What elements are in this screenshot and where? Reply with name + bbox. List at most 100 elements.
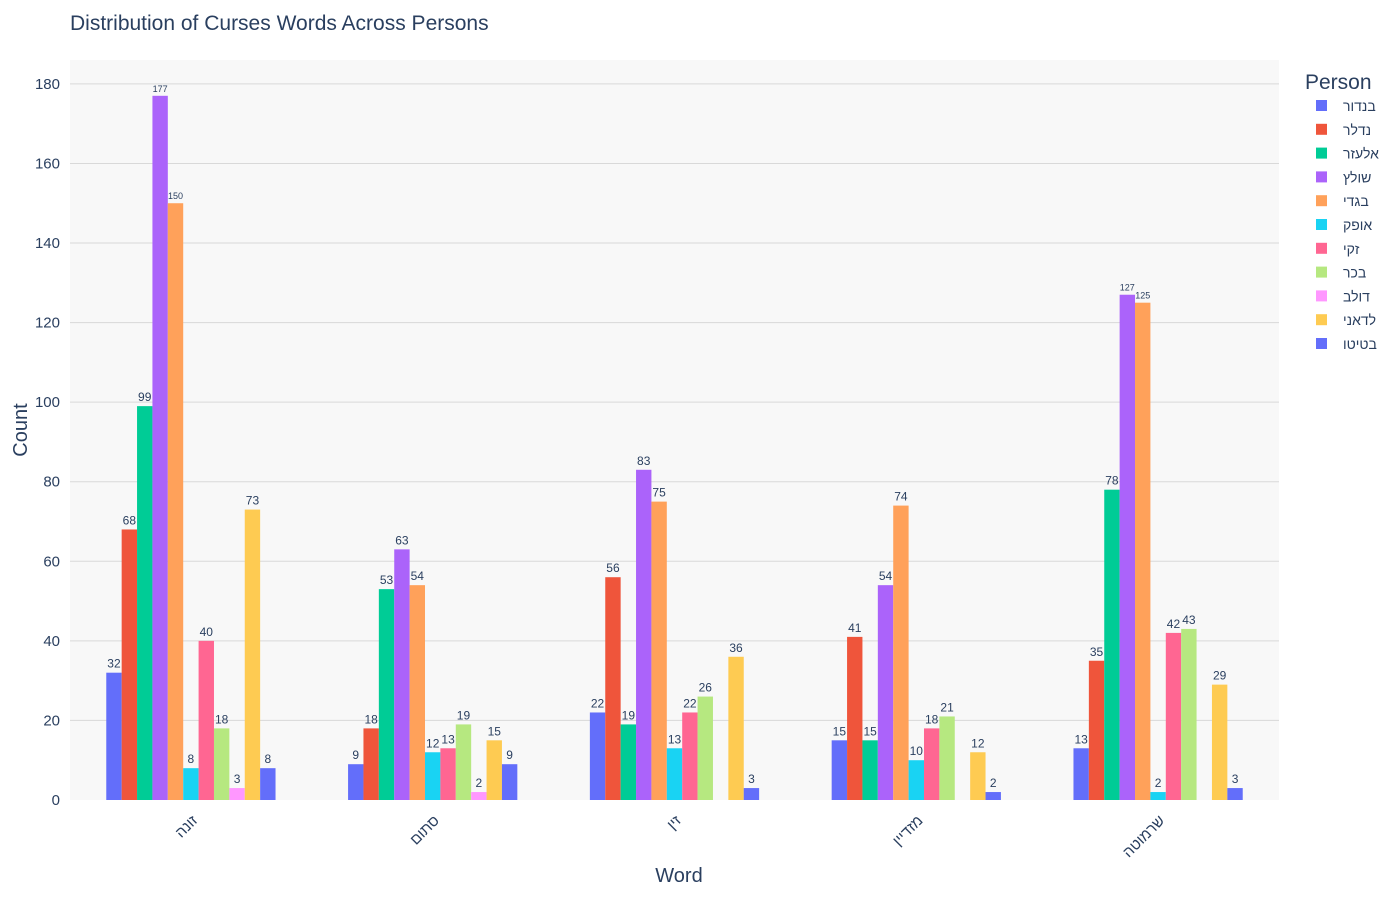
bar-data-label: 13 [668,732,682,746]
bar [409,585,426,800]
legend-swatch[interactable] [1316,290,1327,302]
legend-item-label[interactable]: אופק [1343,217,1372,233]
bar-data-label: 42 [1167,617,1181,631]
y-tick-label: 100 [35,394,60,411]
bar [348,764,364,800]
bar-data-label: 15 [833,724,847,738]
bar-data-label: 12 [426,736,440,750]
bar-data-label: 63 [395,533,409,547]
bar-data-label: 19 [457,708,471,722]
bar-data-label: 41 [848,621,862,635]
bar [1104,489,1120,800]
bar-data-label: 13 [441,732,455,746]
bar-data-label: 74 [894,490,908,504]
x-tick-label: שרמוטה [1120,812,1169,861]
bar [985,792,1001,800]
bars [106,95,1243,800]
bar [605,577,621,800]
x-tick-label: זין [664,812,685,833]
legend-item-label[interactable]: דולב [1343,288,1370,304]
bar-data-label: 22 [683,696,697,710]
bar-data-label: 15 [863,724,877,738]
legend-swatch[interactable] [1316,147,1327,159]
bar-data-label: 10 [910,744,924,758]
legend-swatch[interactable] [1316,314,1327,326]
x-tick-label: סתום [407,812,443,848]
bar [877,585,894,800]
bar-data-label: 15 [488,724,502,738]
bar [152,95,168,800]
y-tick-label: 160 [35,155,60,172]
bar [106,672,122,800]
bar [651,501,667,800]
bar [363,728,379,800]
legend-swatch[interactable] [1316,219,1327,230]
bar-data-label: 21 [940,700,954,714]
bar [229,788,245,800]
bar-data-label: 75 [652,486,666,500]
legend-swatch[interactable] [1316,266,1327,278]
bar [697,696,713,800]
bar-data-label: 18 [925,712,939,726]
y-tick-label: 80 [43,474,60,491]
legend-item-label[interactable]: בטיטו [1343,336,1377,352]
bar [121,529,138,800]
bar [923,728,940,800]
bar-data-label: 53 [380,573,394,587]
bar [455,724,472,800]
bar-data-label: 35 [1090,645,1104,659]
bar [244,509,261,800]
legend-swatch[interactable] [1316,338,1327,349]
bar [501,764,518,800]
plot-background [70,60,1279,800]
bar [1211,684,1228,800]
bar-data-label: 2 [476,776,483,790]
x-axis-ticks: זונה סתום זין מזדיין שרמוטה [172,812,1168,861]
bar [589,712,606,800]
bar-data-label: 26 [699,681,713,695]
legend-swatch[interactable] [1316,171,1327,183]
bar [939,716,955,800]
chart-title: Distribution of Curses Words Across Pers… [70,12,489,35]
bar-data-label: 78 [1105,474,1119,488]
bar [831,740,848,800]
legend-item-label[interactable]: אלעזר [1343,146,1379,162]
x-tick-label: מזדיין [889,812,926,849]
legend-swatch[interactable] [1316,100,1327,111]
bar-data-label: 99 [138,390,152,404]
bar [666,748,683,800]
bar-data-label: 32 [107,657,121,671]
legend-item-label[interactable]: בנדור [1343,98,1376,114]
legend-swatch[interactable] [1316,242,1327,254]
bar-data-label: 2 [1155,776,1162,790]
bar-data-label: 36 [729,641,743,655]
bar [1165,632,1182,800]
bar [486,740,502,800]
bar [1088,660,1105,800]
legend-swatch[interactable] [1316,123,1327,135]
bar-data-label: 73 [246,494,260,508]
bar [743,788,760,800]
bar-data-label: 177 [153,84,168,94]
bar [213,728,230,800]
legend-item-label[interactable]: זקי [1343,241,1360,257]
bar [167,203,184,800]
y-tick-label: 120 [35,315,60,332]
legend-item-label[interactable]: בגדי [1343,193,1369,209]
bar-data-label: 68 [123,513,137,527]
legend-item-label[interactable]: נדלר [1343,122,1371,138]
bar [378,589,395,800]
legend-item-label[interactable]: שולץ [1343,169,1371,185]
bar-data-label: 22 [591,696,605,710]
legend-item-label[interactable]: לדאני [1343,312,1376,328]
bar-data-label: 13 [1074,732,1088,746]
y-tick-label: 40 [43,633,60,650]
bar-data-label: 83 [637,454,651,468]
bar-data-label: 56 [606,561,620,575]
legend-swatch[interactable] [1316,195,1327,207]
y-tick-label: 20 [43,712,60,729]
bar [394,549,410,800]
bar [862,740,878,800]
x-axis-title: Word [655,865,702,887]
legend-item-label[interactable]: בכר [1343,265,1366,281]
